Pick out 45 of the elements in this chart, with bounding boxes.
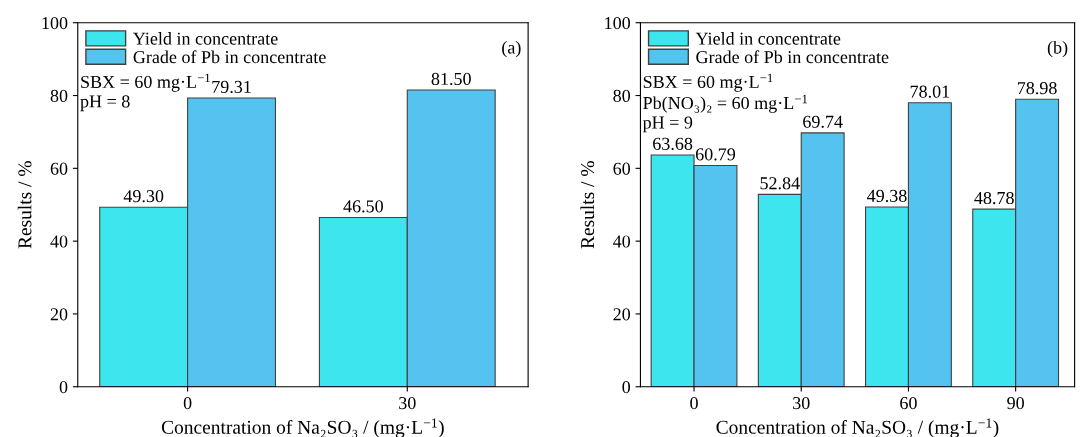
- annotation: (a): [502, 40, 521, 58]
- y-axis-title: Results / %: [17, 161, 32, 249]
- data-label: 79.31: [212, 80, 251, 94]
- y-tick-label: 80: [613, 89, 631, 102]
- data-label: 52.84: [760, 177, 800, 190]
- x-axis-title: Concentration of Na₂SO₃ / (mg·L$^{−1}$): [161, 418, 444, 437]
- x-tick-label: 30: [399, 396, 416, 410]
- legend-label: Grade of Pb in concentrate: [696, 50, 889, 64]
- legend-label: Grade of Pb in concentrate: [133, 50, 326, 64]
- data-label: 78.01: [910, 85, 950, 98]
- data-label: 60.79: [695, 148, 736, 161]
- annotation: pH = 8: [80, 95, 130, 112]
- data-label: 69.74: [803, 115, 843, 128]
- y-tick-label: 60: [613, 162, 631, 175]
- data-label: 48.78: [974, 191, 1014, 205]
- y-tick-label: 100: [42, 16, 68, 30]
- x-tick-label: 0: [690, 396, 698, 410]
- annotation: (b): [1047, 40, 1068, 58]
- y-tick-label: 40: [50, 235, 68, 248]
- annotation: pH = 9: [642, 116, 693, 133]
- y-tick-label: 60: [50, 162, 68, 175]
- data-label: 46.50: [343, 200, 383, 213]
- x-tick-label: 60: [900, 396, 917, 410]
- y-tick-label: 20: [50, 308, 68, 321]
- data-label: 81.50: [431, 72, 471, 86]
- annotation: SBX = 60 mg·L$^{−1}$: [81, 73, 210, 92]
- data-label: 49.30: [123, 190, 164, 203]
- x-tick-label: 90: [1007, 396, 1024, 410]
- y-tick-label: 0: [622, 381, 631, 394]
- x-tick-label: 30: [793, 396, 810, 410]
- legend-label: Yield in concentrate: [695, 32, 841, 45]
- legend-label: Yield in concentrate: [133, 32, 278, 45]
- y-tick-label: 20: [613, 308, 631, 321]
- data-label: 63.68: [653, 137, 693, 150]
- annotation: Pb(NO₃)₂ = 60 mg·L$^{−1}$: [643, 94, 808, 113]
- y-tick-label: 80: [50, 89, 68, 102]
- x-axis-title: Concentration of Na₂SO₃ / (mg·L$^{−1}$): [716, 418, 999, 437]
- annotation: SBX = 60 mg·L$^{−1}$: [643, 73, 773, 92]
- data-label: 78.98: [1017, 82, 1057, 95]
- y-tick-label: 40: [613, 235, 631, 248]
- y-axis-title: Results / %: [580, 161, 595, 249]
- data-label: 49.38: [867, 189, 907, 203]
- y-tick-label: 100: [605, 16, 631, 30]
- x-tick-label: 0: [183, 396, 192, 410]
- y-tick-label: 0: [59, 381, 68, 394]
